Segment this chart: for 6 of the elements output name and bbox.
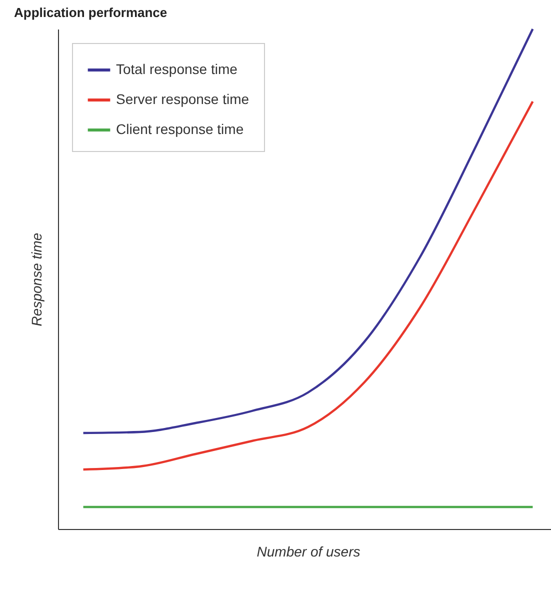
x-axis-title: Number of users [256,544,360,560]
legend-label: Total response time [116,61,238,77]
legend-label: Server response time [116,91,250,107]
y-axis-title: Response time [28,232,44,326]
chart-title: Application performance [14,4,168,20]
legend-label: Client response time [116,121,244,137]
